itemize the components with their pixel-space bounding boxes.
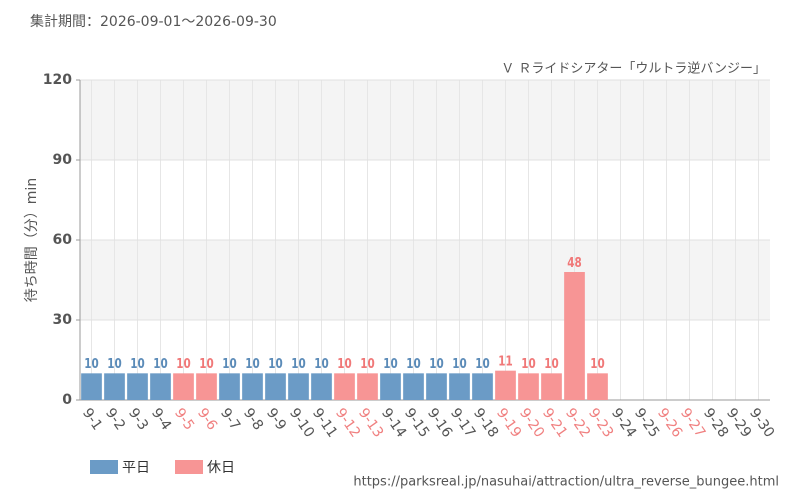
x-tick-label: 9-19	[493, 405, 524, 440]
y-tick-label: 90	[53, 152, 73, 168]
legend-swatch	[90, 460, 118, 474]
value-label: 10	[429, 356, 443, 371]
bar	[449, 373, 470, 400]
bar	[288, 373, 309, 400]
legend-swatch	[175, 460, 203, 474]
y-tick-label: 60	[53, 232, 73, 248]
x-tick-label: 9-6	[194, 405, 220, 433]
x-tick-label: 9-16	[424, 405, 455, 440]
value-label: 10	[475, 356, 489, 371]
x-tick-label: 9-12	[332, 405, 363, 440]
bar	[173, 373, 194, 400]
value-label: 10	[130, 356, 144, 371]
value-label: 10	[84, 356, 98, 371]
x-tick-label: 9-29	[723, 405, 754, 440]
value-label: 10	[245, 356, 259, 371]
y-tick-label: 120	[43, 72, 72, 88]
source: https://parksreal.jp/nasuhai/attraction/…	[353, 475, 779, 490]
bar	[219, 373, 240, 400]
value-label: 10	[176, 356, 190, 371]
value-label: 10	[360, 356, 374, 371]
x-tick-label: 9-11	[309, 405, 340, 440]
value-label: 10	[268, 356, 282, 371]
value-label: 10	[337, 356, 351, 371]
x-tick-label: 9-2	[102, 405, 128, 433]
bar	[495, 370, 516, 400]
subtitle: 集計期間：2026-09-01～2026-09-30	[30, 13, 277, 30]
x-tick-label: 9-21	[539, 405, 570, 440]
value-label: 10	[383, 356, 397, 371]
grid-band	[80, 240, 770, 320]
bar	[587, 373, 608, 400]
x-tick-label: 9-1	[79, 405, 105, 433]
x-tick-label: 9-5	[171, 405, 197, 433]
legend-label: 休日	[207, 460, 235, 476]
legend-label: 平日	[122, 460, 150, 476]
value-label: 11	[498, 353, 512, 368]
x-tick-label: 9-22	[562, 405, 593, 440]
grid-band	[80, 80, 770, 160]
x-tick-label: 9-26	[654, 405, 685, 440]
x-tick-label: 9-15	[401, 405, 432, 440]
bar	[403, 373, 424, 400]
bar	[196, 373, 217, 400]
bar	[334, 373, 355, 400]
x-tick-label: 9-24	[608, 405, 639, 440]
value-label: 10	[314, 356, 328, 371]
bar	[380, 373, 401, 400]
y-axis-label: 待ち時間（分）min	[24, 178, 40, 302]
x-tick-label: 9-13	[355, 405, 386, 440]
bar	[311, 373, 332, 400]
value-label: 10	[222, 356, 236, 371]
x-tick-label: 9-25	[631, 405, 662, 440]
x-tick-label: 9-18	[470, 405, 501, 440]
value-label: 10	[544, 356, 558, 371]
value-label: 10	[590, 356, 604, 371]
x-tick-label: 9-20	[516, 405, 547, 440]
x-tick-label: 9-27	[677, 405, 708, 440]
x-tick-label: 9-8	[240, 405, 266, 433]
bar	[127, 373, 148, 400]
value-label: 48	[567, 255, 581, 270]
x-tick-label: 9-14	[378, 405, 409, 440]
value-label: 10	[521, 356, 535, 371]
x-tick-label: 9-23	[585, 405, 616, 440]
y-tick-label: 0	[62, 392, 72, 408]
bar	[541, 373, 562, 400]
y-tick-label: 30	[53, 312, 73, 328]
value-label: 10	[107, 356, 121, 371]
value-label: 10	[199, 356, 213, 371]
bar	[564, 272, 585, 400]
x-tick-label: 9-4	[148, 405, 174, 433]
bar	[518, 373, 539, 400]
bar	[104, 373, 125, 400]
bar	[265, 373, 286, 400]
x-tick-label: 9-17	[447, 405, 478, 440]
x-tick-label: 9-28	[700, 405, 731, 440]
bar	[242, 373, 263, 400]
x-tick-label: 9-7	[217, 405, 243, 433]
bar	[472, 373, 493, 400]
value-label: 10	[153, 356, 167, 371]
value-label: 10	[406, 356, 420, 371]
bar	[81, 373, 102, 400]
x-tick-label: 9-30	[746, 405, 777, 440]
bar	[426, 373, 447, 400]
annotation: Ｖ Ｒライドシアター「ウルトラ逆バンジー」	[501, 61, 766, 77]
bar	[357, 373, 378, 400]
bar	[150, 373, 171, 400]
value-label: 10	[452, 356, 466, 371]
x-tick-label: 9-9	[263, 405, 289, 433]
x-tick-label: 9-10	[286, 405, 317, 440]
value-label: 10	[291, 356, 305, 371]
x-tick-label: 9-3	[125, 405, 151, 433]
